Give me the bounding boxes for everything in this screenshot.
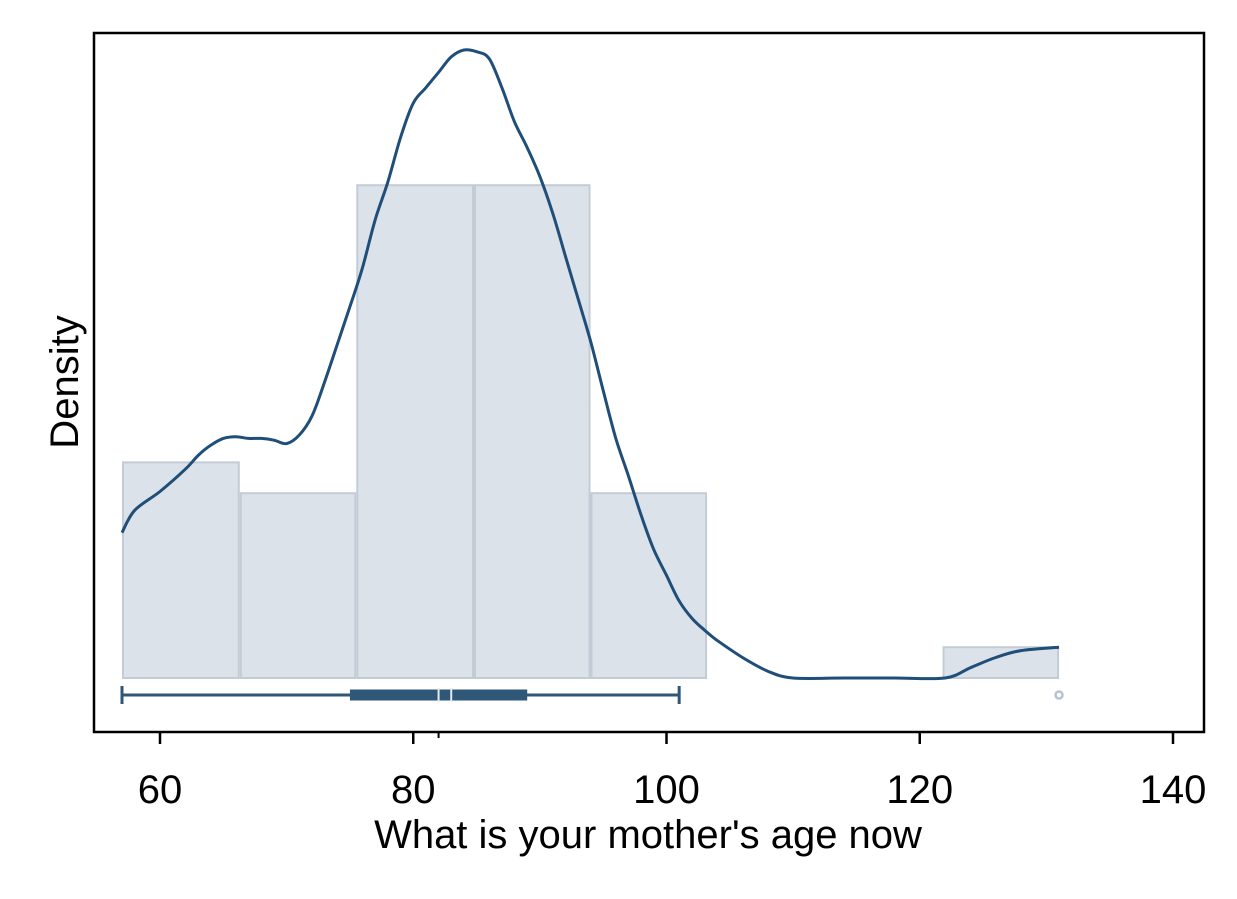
x-tick-label-120: 120 (886, 768, 953, 812)
histogram-bar-1 (122, 461, 240, 679)
histogram-bar-4 (474, 184, 591, 679)
boxplot-outlier-1 (1054, 690, 1064, 700)
plot-frame (92, 31, 1206, 734)
x-axis-title: What is your mother's age now (374, 813, 922, 857)
x-tick-label-60: 60 (138, 768, 183, 812)
histogram-bar-3 (356, 184, 475, 679)
histogram-bars (122, 184, 1060, 680)
y-axis-title: Density (43, 315, 87, 448)
x-tick-label-100: 100 (633, 768, 700, 812)
histogram-bar-2 (239, 492, 357, 680)
box-plot (120, 686, 1064, 704)
x-axis-ticks: 60 80 100 120 140 (138, 732, 1207, 812)
histogram-bar-5 (590, 492, 708, 680)
x-tick-label-80: 80 (391, 768, 436, 812)
kde-density-curve (120, 48, 1060, 681)
x-tick-label-140: 140 (1140, 768, 1207, 812)
